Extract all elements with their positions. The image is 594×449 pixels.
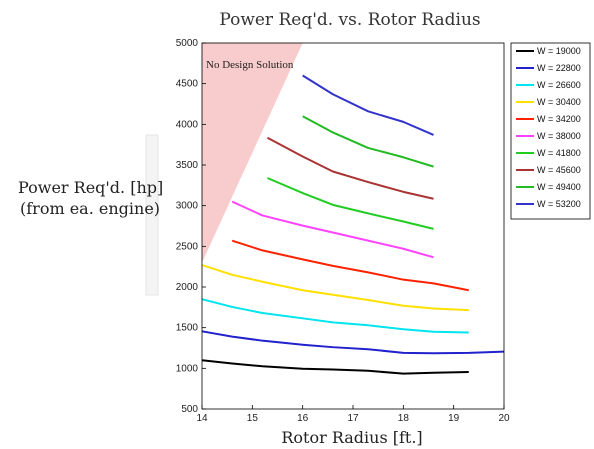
x-tick-label: 19 (448, 413, 460, 424)
legend-label-7: W = 41800 (537, 148, 581, 158)
y-tick-label: 1000 (176, 363, 199, 374)
x-tick-label: 14 (196, 413, 208, 424)
y-axis: 500 1000 1500 2000 2500 3000 3500 4000 4500 5000 (176, 38, 206, 415)
y-axis-title-line2: (from ea. engine) (20, 199, 160, 218)
chart-title: Power Req'd. vs. Rotor Radius (219, 10, 480, 30)
y-axis-title-line1: Power Req'd. [hp] (18, 178, 163, 197)
legend-label-2: W = 22800 (537, 63, 581, 73)
no-design-annotation: No Design Solution (206, 59, 294, 71)
y-tick-label: 4000 (176, 119, 199, 130)
legend-label-5: W = 34200 (537, 114, 581, 124)
x-tick-label: 18 (398, 413, 410, 424)
y-tick-label: 5000 (176, 38, 199, 49)
x-axis-title: Rotor Radius [ft.] (281, 428, 422, 447)
legend: W = 19000 W = 22800 W = 26600 W = 30400 W = … (511, 43, 590, 219)
x-tick-label: 20 (498, 413, 510, 424)
legend-label-1: W = 19000 (537, 46, 581, 56)
x-tick-label: 17 (347, 413, 359, 424)
y-tick-label: 1500 (176, 323, 199, 334)
legend-label-3: W = 26600 (537, 80, 581, 90)
legend-label-4: W = 30400 (537, 97, 581, 107)
legend-label-8: W = 45600 (537, 165, 581, 175)
legend-label-6: W = 38000 (537, 131, 581, 141)
y-tick-label: 4500 (176, 79, 199, 90)
x-tick-label: 16 (297, 413, 309, 424)
x-tick-label: 15 (247, 413, 259, 424)
y-tick-label: 500 (181, 404, 198, 415)
legend-label-9: W = 49400 (537, 182, 581, 192)
legend-label-10: W = 53200 (537, 199, 581, 209)
y-tick-label: 3500 (176, 160, 199, 171)
y-tick-label: 3000 (176, 201, 199, 212)
y-tick-label: 2000 (176, 282, 199, 293)
y-tick-label: 2500 (176, 241, 199, 252)
